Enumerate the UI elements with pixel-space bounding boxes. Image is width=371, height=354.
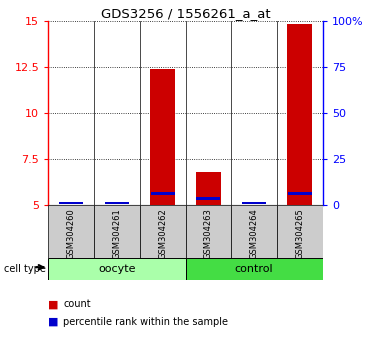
Bar [186, 258, 323, 280]
Bar [196, 198, 220, 200]
Bar [288, 193, 312, 195]
Text: percentile rank within the sample: percentile rank within the sample [63, 317, 228, 327]
Bar [151, 193, 175, 195]
Bar [48, 258, 186, 280]
Bar [48, 205, 94, 258]
Text: oocyte: oocyte [98, 264, 136, 274]
Title: GDS3256 / 1556261_a_at: GDS3256 / 1556261_a_at [101, 7, 270, 20]
Bar [287, 24, 312, 205]
Text: ■: ■ [48, 317, 59, 327]
Bar [196, 172, 221, 205]
Bar [242, 202, 266, 204]
Text: cell type: cell type [4, 264, 46, 274]
Bar [231, 205, 277, 258]
Text: GSM304265: GSM304265 [295, 208, 304, 259]
Text: GSM304263: GSM304263 [204, 208, 213, 259]
Text: control: control [235, 264, 273, 274]
Bar [105, 202, 129, 204]
Bar [150, 69, 175, 205]
Bar [140, 205, 186, 258]
Text: GSM304260: GSM304260 [67, 208, 76, 259]
Text: ■: ■ [48, 299, 59, 309]
Text: GSM304261: GSM304261 [112, 208, 121, 259]
Bar [186, 205, 231, 258]
Bar [94, 205, 140, 258]
Text: GSM304264: GSM304264 [250, 208, 259, 259]
Bar [59, 202, 83, 204]
Text: count: count [63, 299, 91, 309]
Bar [277, 205, 323, 258]
Text: GSM304262: GSM304262 [158, 208, 167, 259]
